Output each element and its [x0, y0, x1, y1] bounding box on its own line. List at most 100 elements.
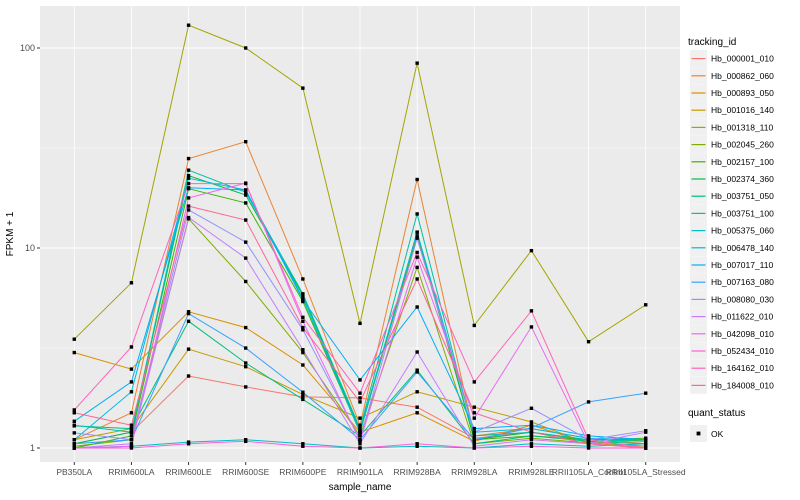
legend-label-ok: OK [711, 429, 724, 439]
data-points [72, 23, 648, 450]
data-point [186, 442, 191, 446]
data-point [415, 255, 419, 259]
legend-item-label: Hb_006478_140 [711, 243, 774, 253]
data-point [301, 348, 305, 352]
data-point [186, 173, 191, 178]
data-point [358, 446, 362, 450]
data-point [186, 215, 191, 220]
data-point [358, 442, 362, 446]
data-point [529, 423, 534, 427]
data-point [186, 156, 191, 161]
legend-item-label: Hb_005375_060 [711, 226, 774, 236]
legend-item-label: Hb_001016_140 [711, 105, 774, 115]
legend-item-label: Hb_011622_010 [711, 312, 774, 322]
data-point [644, 303, 648, 307]
data-point [244, 201, 248, 205]
legend-item-Hb_001016_140: Hb_001016_140 [690, 101, 774, 119]
data-point [358, 439, 362, 444]
legend-item-Hb_000893_050: Hb_000893_050 [690, 84, 774, 102]
data-point [301, 319, 305, 324]
y-tick-label-10: 10 [25, 243, 35, 253]
data-point [415, 411, 419, 415]
data-point [244, 193, 248, 197]
data-point [529, 434, 534, 438]
data-point [415, 442, 419, 446]
data-point [186, 310, 191, 314]
data-point [186, 311, 191, 316]
legend-item-label: Hb_001318_110 [711, 122, 774, 132]
data-point [358, 391, 362, 395]
data-point [586, 442, 591, 446]
data-point [644, 442, 648, 446]
data-point [244, 190, 248, 194]
data-point [472, 442, 476, 446]
data-point [186, 374, 191, 378]
data-point [415, 444, 419, 448]
data-point [186, 319, 191, 324]
legend-item-Hb_042098_010: Hb_042098_010 [690, 325, 774, 343]
data-point [415, 305, 419, 309]
data-point [244, 218, 248, 222]
legend-item-label: Hb_000893_050 [711, 88, 774, 98]
data-point [244, 279, 248, 284]
x-tick-label: RRIM928LA [451, 467, 498, 477]
x-tick-labels: PB350LA RRIM600LA RRIM600LE RRIM600SE RRIM60… [56, 467, 686, 477]
legend-item-Hb_005375_060: Hb_005375_060 [690, 222, 774, 239]
legend-title-tracking-id: tracking_id [688, 37, 736, 48]
legend-item-label: Hb_002045_260 [711, 140, 774, 150]
data-point [529, 248, 534, 253]
data-point [529, 406, 534, 410]
data-point [72, 408, 76, 412]
data-point [244, 439, 248, 444]
data-point [72, 431, 76, 435]
data-point [244, 188, 248, 192]
data-point [186, 204, 191, 208]
data-point [72, 411, 76, 415]
data-point [644, 444, 648, 448]
data-point [586, 446, 591, 450]
data-point [529, 325, 534, 329]
data-point [415, 234, 419, 238]
data-point [415, 236, 419, 240]
legend-item-Hb_052434_010: Hb_052434_010 [690, 342, 774, 360]
x-tick-label: RRIM928LE [508, 467, 555, 477]
legend-item-Hb_002045_260: Hb_002045_260 [690, 136, 774, 153]
data-point [586, 438, 591, 442]
data-point [301, 444, 305, 448]
x-tick-label: RRIM600SE [222, 467, 270, 477]
data-point [358, 423, 362, 427]
legend-item-label: Hb_164162_010 [711, 363, 774, 373]
data-point [472, 411, 476, 415]
legend-item-label: Hb_003751_050 [711, 191, 774, 201]
data-point [244, 181, 248, 186]
legend-item-label: Hb_002157_100 [711, 157, 774, 167]
legend-item-Hb_007163_080: Hb_007163_080 [690, 273, 774, 291]
data-point [72, 438, 76, 442]
data-point [301, 315, 305, 320]
data-point [129, 442, 134, 446]
data-point [244, 385, 248, 389]
data-point [358, 396, 362, 400]
data-point [644, 446, 648, 450]
data-point [358, 378, 362, 382]
legend-item-Hb_008080_030: Hb_008080_030 [690, 290, 774, 308]
data-point [72, 446, 76, 450]
legend-entries: Hb_000001_010 Hb_000862_060 Hb_000893_050 H… [690, 50, 774, 394]
data-point [415, 350, 419, 354]
data-point [358, 434, 362, 438]
data-point [244, 346, 248, 350]
data-point [472, 380, 476, 384]
legend-item-Hb_000001_010: Hb_000001_010 [690, 50, 774, 67]
legend-item-Hb_000862_060: Hb_000862_060 [690, 67, 774, 85]
x-tick-label: RRIM600LE [165, 467, 212, 477]
data-point [529, 430, 534, 434]
legend-item-label: Hb_042098_010 [711, 329, 774, 339]
data-point [129, 380, 134, 384]
data-point [129, 390, 134, 394]
data-point [472, 426, 476, 431]
x-tick-label: PB350LA [56, 467, 92, 477]
data-point [415, 177, 419, 182]
legend-item-Hb_007017_110: Hb_007017_110 [690, 256, 774, 274]
